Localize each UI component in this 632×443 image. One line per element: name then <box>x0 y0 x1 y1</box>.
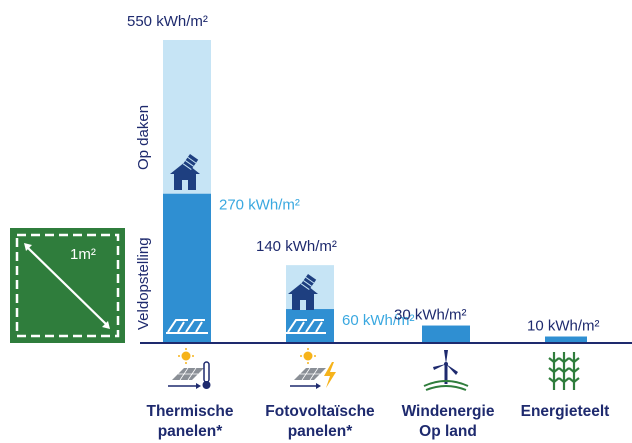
area-label: 1m² <box>70 246 96 263</box>
solar-pv-panel-lightning-icon <box>290 348 336 389</box>
series-label-field: Veldopstelling <box>135 237 152 330</box>
series-label-roof: Op daken <box>135 105 152 170</box>
house-icon <box>170 154 200 190</box>
category-label-fotovoltaische: Fotovoltaïsche panelen* <box>265 403 375 440</box>
value-label-field-0: 270 kWh/m² <box>219 197 300 214</box>
bar-field-2 <box>422 325 470 342</box>
value-label-field-2: 30 kWh/m² <box>394 307 467 324</box>
category-label-energieteelt: Energieteelt <box>520 403 610 420</box>
bar-field-0 <box>163 193 211 342</box>
value-label-field-1: 60 kWh/m² <box>342 312 415 329</box>
value-label-field-3: 10 kWh/m² <box>527 318 600 335</box>
wind-turbine-land-icon <box>423 350 469 391</box>
value-label-roof-0: 550 kWh/m² <box>127 13 208 30</box>
category-label-windenergie: Windenergie Op land <box>401 403 495 440</box>
energy-crops-icon <box>548 352 580 390</box>
value-label-roof-1: 140 kWh/m² <box>256 238 337 255</box>
field-panel-icon <box>286 319 326 334</box>
bar-field-3 <box>545 336 587 342</box>
square-meter-icon: 1m² <box>10 228 125 343</box>
field-panel-icon <box>166 319 208 334</box>
solar-thermal-panel-thermometer-icon <box>168 348 211 389</box>
category-label-thermische: Thermische panelen* <box>146 403 234 440</box>
house-icon <box>288 274 318 310</box>
